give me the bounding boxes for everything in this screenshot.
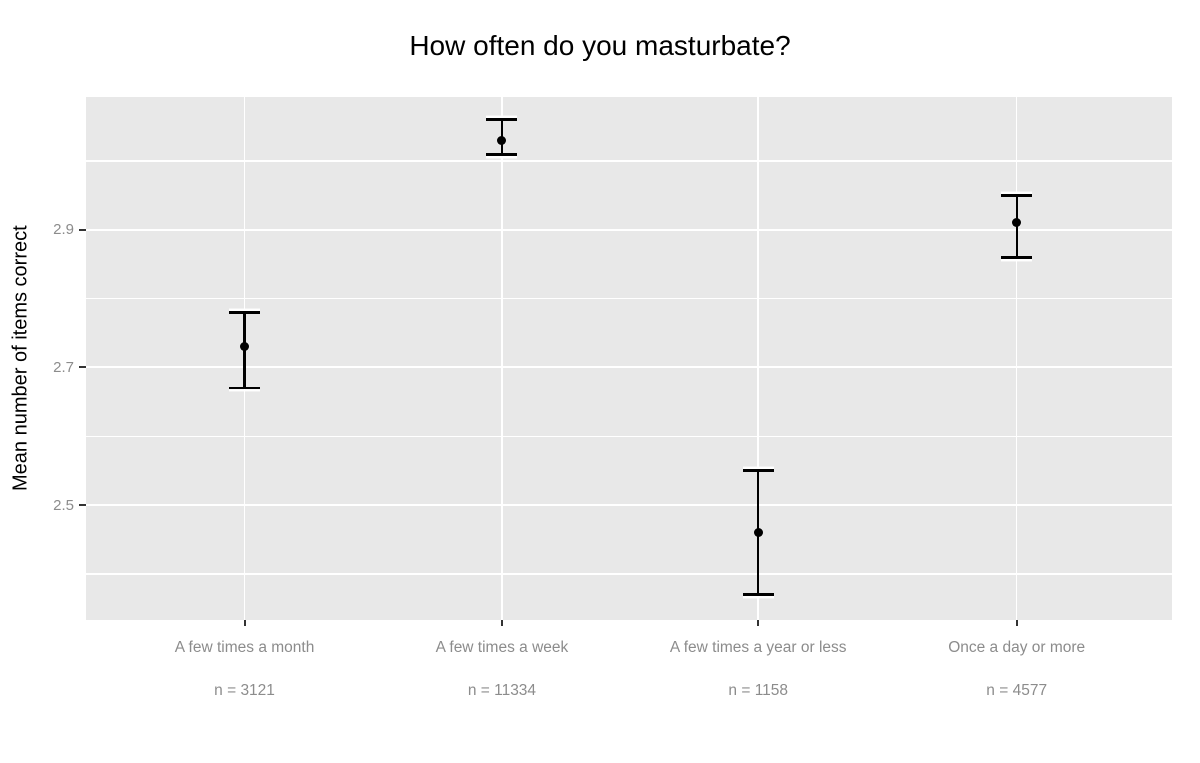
minor-gridline — [86, 160, 1172, 162]
plot-panel — [86, 97, 1172, 620]
x-category-label-block: A few times a year or less n = 1158 — [648, 637, 868, 701]
major-gridline — [86, 366, 1172, 369]
minor-gridline — [86, 297, 1172, 300]
error-bar-cap-bottom — [1001, 255, 1033, 259]
y-tick-label: 2.9 — [53, 221, 74, 239]
x-category-n-label: n = 3121 — [214, 682, 275, 699]
category-gridline — [1015, 97, 1018, 620]
x-tick-mark — [243, 620, 246, 626]
error-bar-cap-top — [486, 118, 518, 122]
category-gridline — [757, 97, 760, 620]
x-category-label-block: A few times a month n = 3121 — [135, 637, 355, 701]
y-tick-mark — [79, 366, 86, 369]
x-category-label-block: A few times a week n = 11334 — [392, 637, 612, 701]
y-tick-label: 2.7 — [53, 358, 74, 376]
error-bar-cap-top — [229, 310, 261, 314]
y-tick-label: 2.5 — [53, 496, 74, 514]
data-point — [1012, 218, 1022, 228]
x-category-n-label: n = 1158 — [728, 682, 789, 699]
error-bar-cap-bottom — [742, 593, 774, 596]
chart-title: How often do you masturbate? — [409, 30, 791, 61]
x-category-label-block: Once a day or more n = 4577 — [907, 637, 1127, 701]
error-bar-cap-top — [1001, 194, 1033, 197]
y-tick-mark — [79, 228, 86, 231]
x-category-label: A few times a month — [174, 639, 315, 656]
minor-gridline — [86, 573, 1172, 575]
category-gridline — [501, 97, 503, 620]
y-axis-title: Mean number of items correct — [9, 225, 32, 492]
major-gridline — [86, 228, 1172, 231]
x-tick-mark — [757, 620, 760, 626]
x-category-n-label: n = 4577 — [986, 682, 1048, 699]
data-point — [497, 135, 507, 145]
x-category-n-label: n = 11334 — [467, 682, 537, 699]
x-tick-mark — [1015, 620, 1018, 626]
data-point — [240, 342, 250, 352]
minor-gridline — [86, 435, 1172, 437]
y-tick-mark — [79, 504, 86, 507]
major-gridline — [86, 504, 1172, 507]
x-tick-mark — [500, 620, 503, 626]
error-bar-cap-top — [742, 469, 774, 473]
x-category-label: A few times a week — [435, 639, 569, 656]
x-category-label: A few times a year or less — [669, 639, 847, 656]
x-category-label: Once a day or more — [948, 639, 1086, 656]
error-bar-cap-bottom — [229, 386, 261, 390]
error-bar-cap-bottom — [486, 152, 518, 156]
data-point — [753, 528, 763, 538]
